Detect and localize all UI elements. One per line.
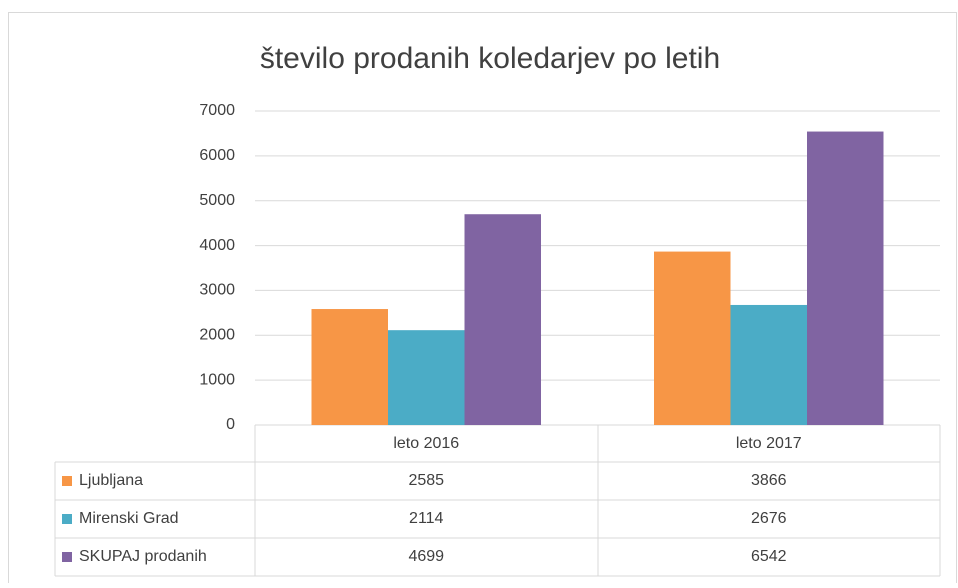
y-tick-label: 2000 [199,327,235,344]
y-tick-label: 1000 [199,371,235,388]
chart-title: število prodanih koledarjev po letih [260,42,720,75]
data-table-lines [54,425,941,577]
table-value: 6542 [751,548,787,565]
bar [730,304,807,425]
x-tick-label: leto 2017 [736,435,802,452]
y-tick-label: 3000 [199,282,235,299]
bar [388,330,465,425]
bar [311,309,388,425]
legend-label: SKUPAJ prodanih [79,548,207,565]
table-value: 3866 [751,472,787,489]
legend-key [62,552,72,562]
bar [464,214,541,425]
y-tick-label: 6000 [199,147,235,164]
y-tick-label: 0 [226,416,235,433]
bar [654,251,731,425]
legend-key [62,476,72,486]
y-tick-label: 7000 [199,102,235,119]
table-value: 4699 [408,548,444,565]
y-tick-label: 4000 [199,237,235,254]
x-tick-label: leto 2016 [393,435,459,452]
table-value: 2585 [408,472,444,489]
table-value: 2676 [751,510,787,527]
y-tick-label: 5000 [199,192,235,209]
legend-label: Mirenski Grad [79,510,179,527]
legend-key [62,514,72,524]
legend-label: Ljubljana [79,472,143,489]
bar [807,131,884,426]
table-value: 2114 [409,510,444,527]
